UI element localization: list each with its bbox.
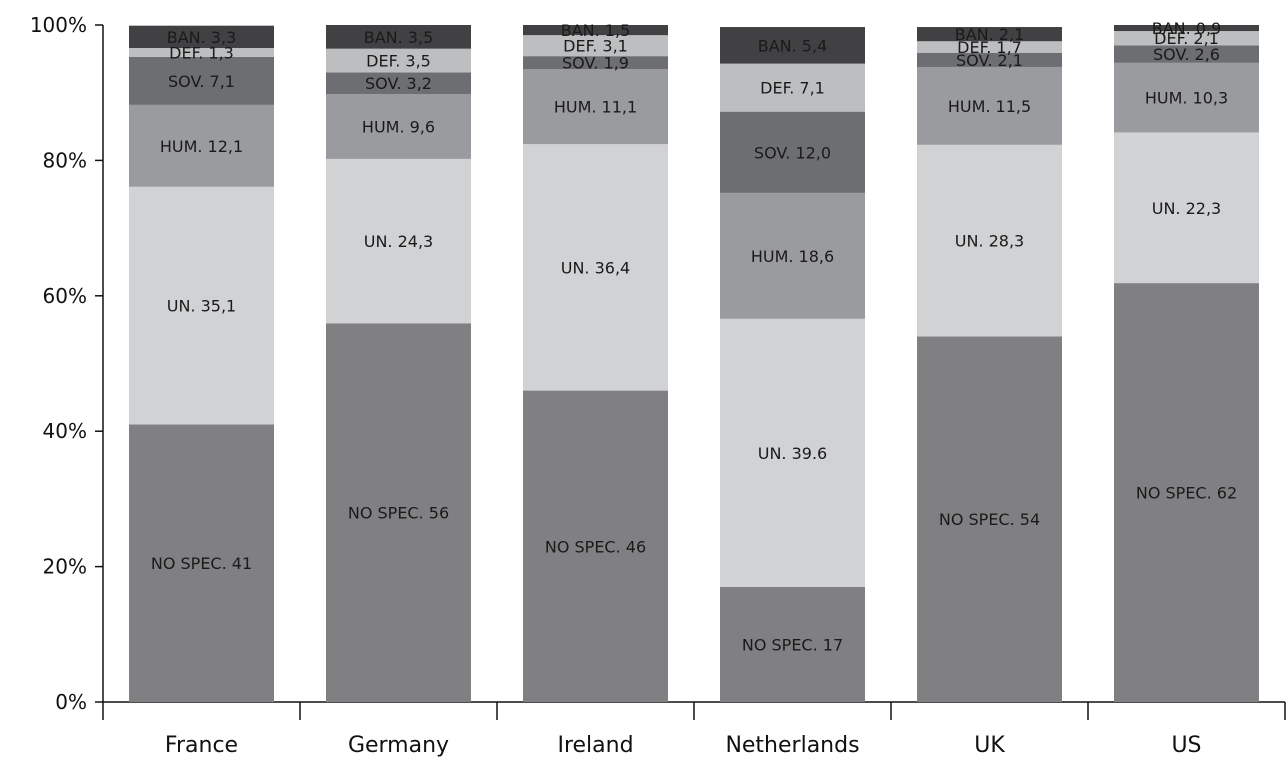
bar-segment: [720, 111, 865, 193]
bar-segment-label: DEF. 1,7: [957, 38, 1022, 57]
bar-segment: [917, 52, 1062, 67]
bar-segment: [523, 390, 668, 702]
bar-segment: [720, 27, 865, 64]
bar-segment-label: NO SPEC. 41: [151, 554, 252, 573]
bar-segment: [326, 93, 471, 159]
bar-segment-label: HUM. 9,6: [362, 117, 435, 136]
bar-segment: [917, 144, 1062, 337]
bar-segment-label: DEF. 3,1: [563, 37, 628, 56]
bar-segment-label: HUM. 11,1: [554, 98, 637, 117]
bar-segment: [720, 318, 865, 587]
bar-segment-label: NO SPEC. 56: [348, 504, 449, 523]
x-tick-label: UK: [974, 733, 1005, 758]
bar-segment: [720, 63, 865, 112]
bar-segment-label: UN. 39.6: [758, 444, 827, 463]
bar-segment: [720, 586, 865, 702]
bar-segment: [523, 25, 668, 36]
bar-segment-label: SOV. 7,1: [168, 72, 235, 91]
bar-segment-label: NO SPEC. 54: [939, 510, 1040, 529]
segment-labels: NO SPEC. 41 UN. 35,1 HUM. 12,1 SOV. 7,1 DEF.…: [151, 19, 1237, 654]
bar-segment-label: NO SPEC. 46: [545, 537, 646, 556]
bar-segment-label: UN. 22,3: [1152, 199, 1221, 218]
bar-segment: [1114, 45, 1259, 63]
bar-segment: [1114, 283, 1259, 702]
bar-segment-label: UN. 35,1: [167, 297, 236, 316]
bar-segment-label: BAN. 3,5: [364, 28, 434, 47]
x-tick-label: France: [165, 733, 238, 758]
bar-segment-label: DEF. 7,1: [760, 79, 825, 98]
bar-segment: [917, 27, 1062, 42]
x-axis: France Germany Ireland Netherlands UK US: [102, 701, 1286, 758]
bar-segment-label: HUM. 12,1: [160, 137, 243, 156]
bar-segment: [917, 336, 1062, 702]
bar-segment-label: HUM. 11,5: [948, 97, 1031, 116]
bar-segment: [523, 56, 668, 70]
bar-segment-label: HUM. 18,6: [751, 247, 834, 266]
bar-segment: [326, 48, 471, 73]
bar-segment: [1114, 31, 1259, 46]
bar-segment: [129, 25, 274, 49]
bar-segment: [1114, 132, 1259, 284]
bar-segment-label: SOV. 3,2: [365, 74, 432, 93]
y-axis: 0% 20% 40% 60% 80% 100%: [30, 13, 104, 714]
bar-segment-label: BAN. 5,4: [758, 36, 828, 55]
bar-segment-label: BAN. 1,5: [561, 21, 631, 40]
y-tick-label: 0%: [55, 690, 87, 714]
bar-segment: [129, 48, 274, 57]
x-tick-label: Ireland: [557, 733, 633, 758]
bar-segment: [1114, 62, 1259, 133]
y-tick-label: 20%: [43, 555, 87, 579]
bar-segment-label: SOV. 12,0: [754, 143, 831, 162]
bar-segment: [523, 35, 668, 57]
bar-segment: [129, 186, 274, 425]
bar-segment-label: UN. 36,4: [561, 258, 630, 277]
bar-segment: [1114, 25, 1259, 32]
bar-segment-label: UN. 24,3: [364, 232, 433, 251]
bar-segment: [129, 104, 274, 187]
bar-segment-label: BAN. 2,1: [955, 25, 1025, 44]
bar-segment-label: DEF. 1,3: [169, 43, 234, 62]
x-tick-label: Netherlands: [725, 733, 859, 758]
bar-segment: [326, 323, 471, 702]
bar-segment: [326, 25, 471, 49]
bar-segment: [129, 424, 274, 702]
bar-segment-label: SOV. 1,9: [562, 54, 629, 73]
bar-segment: [720, 192, 865, 319]
y-tick-label: 100%: [30, 13, 87, 37]
bar-segment: [523, 69, 668, 145]
bar-segment: [326, 158, 471, 324]
y-tick-label: 60%: [43, 284, 87, 308]
bar-segment: [523, 144, 668, 391]
bar-segment-label: SOV. 2,6: [1153, 45, 1220, 64]
bar-segment-label: HUM. 10,3: [1145, 89, 1228, 108]
bar-segment-label: DEF. 3,5: [366, 52, 431, 71]
bar-segment-label: DEF. 2,1: [1154, 29, 1219, 48]
bar-segment-label: UN. 28,3: [955, 232, 1024, 251]
y-tick-label: 80%: [43, 148, 87, 172]
bar-segment: [917, 66, 1062, 145]
x-tick-label: US: [1171, 733, 1201, 758]
bar-segment: [917, 41, 1062, 53]
bar-segment: [129, 56, 274, 105]
bar-segment-label: BAN. 0,9: [1152, 19, 1222, 38]
bar-segment-label: NO SPEC. 62: [1136, 484, 1237, 503]
bar-segment-label: BAN. 3,3: [167, 28, 237, 47]
bar-segment-label: SOV. 2,1: [956, 51, 1023, 70]
y-tick-label: 40%: [43, 419, 87, 443]
bar-segment: [326, 72, 471, 94]
bar-segment-label: NO SPEC. 17: [742, 635, 843, 654]
x-tick-label: Germany: [348, 733, 449, 758]
bars: [129, 25, 1259, 702]
